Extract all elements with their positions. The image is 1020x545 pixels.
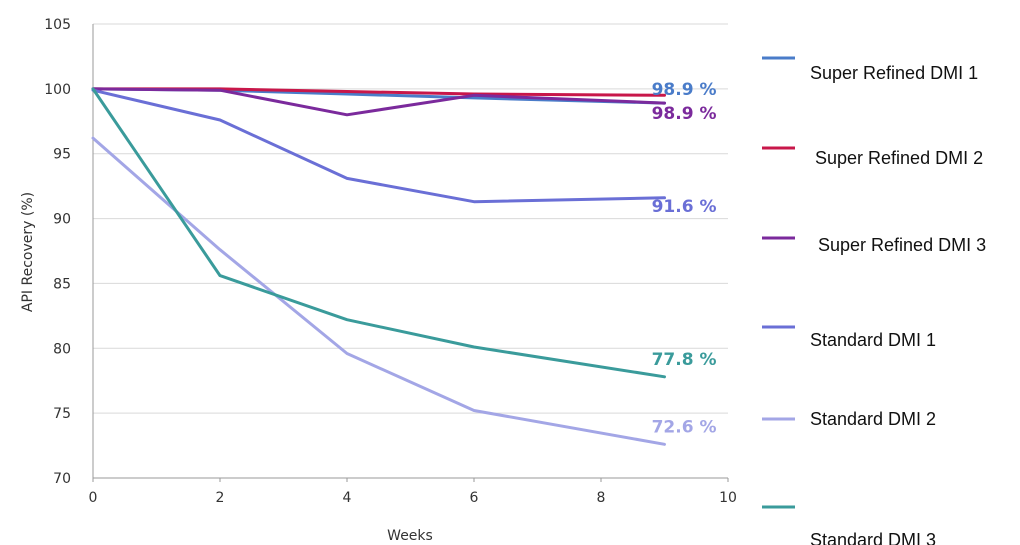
- series-lines: [91, 87, 666, 446]
- x-tick-label: 6: [470, 490, 479, 506]
- x-tick-label: 8: [597, 490, 606, 506]
- x-tick-label: 4: [343, 490, 352, 506]
- legend-label: Super Refined DMI 3: [818, 235, 986, 255]
- series-line-super-refined-dmi-3: [91, 87, 666, 117]
- series-line-standard-dmi-1: [91, 88, 666, 204]
- y-axis-title: API Recovery (%): [20, 192, 36, 312]
- end-value-label: 98.9 %: [652, 104, 717, 124]
- legend-label: Super Refined DMI 1: [810, 63, 978, 83]
- y-tick-labels: 70 75 80 85 90 95 100 105: [44, 17, 71, 487]
- y-tick-label: 80: [53, 341, 71, 357]
- legend: Super Refined DMI 1 Super Refined DMI 2 Su…: [762, 56, 986, 545]
- legend-label: Standard DMI 1: [810, 330, 936, 350]
- x-tick-label: 10: [719, 490, 737, 506]
- x-axis-title: Weeks: [387, 528, 433, 544]
- y-tick-label: 100: [44, 82, 71, 98]
- y-tick-label: 90: [53, 212, 71, 228]
- y-tick-label: 85: [53, 276, 71, 292]
- x-tick-labels: 0 2 4 6 8 10: [89, 490, 737, 506]
- axes: [92, 24, 729, 482]
- y-tick-label: 105: [44, 17, 71, 33]
- y-tick-label: 75: [53, 406, 71, 422]
- x-tick-label: 0: [89, 490, 98, 506]
- end-value-label: 77.8 %: [652, 350, 717, 370]
- x-tick-label: 2: [216, 490, 225, 506]
- series-line-standard-dmi-3: [91, 87, 666, 379]
- legend-label: Standard DMI 3: [810, 530, 936, 545]
- end-value-label: 91.6 %: [652, 197, 717, 217]
- end-value-label: 72.6 %: [652, 417, 717, 437]
- end-value-labels: 98.9 % 98.9 % 91.6 % 72.6 % 77.8 %: [652, 80, 717, 437]
- y-tick-label: 70: [53, 471, 71, 487]
- end-value-label: 98.9 %: [652, 80, 717, 100]
- y-tick-label: 95: [53, 147, 71, 163]
- legend-label: Standard DMI 2: [810, 409, 936, 429]
- legend-label: Super Refined DMI 2: [815, 148, 983, 168]
